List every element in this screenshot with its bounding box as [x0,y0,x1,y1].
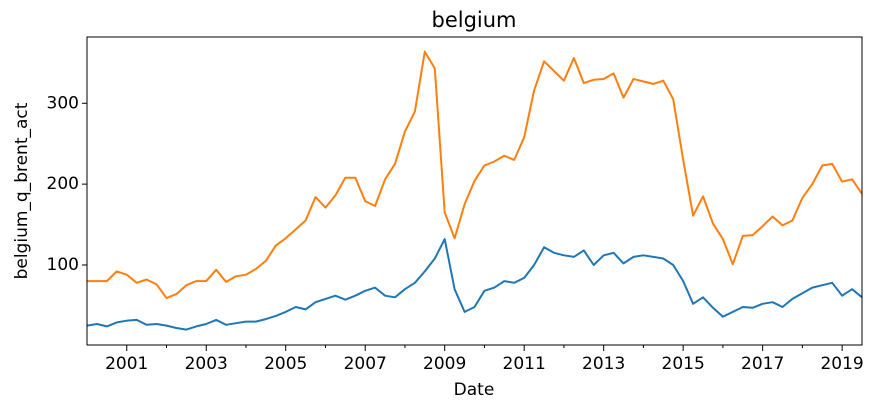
chart-title: belgium [431,8,516,32]
x-tick-label: 2003 [185,354,228,374]
line-series [86,238,863,331]
y-tick-label: 200 [47,174,79,194]
x-tick-label: 2005 [264,354,307,374]
line-series [87,50,863,300]
x-tick-label: 2011 [503,354,546,374]
x-tick-label: 2009 [423,354,466,374]
y-axis-label: belgium_q_brent_act [12,102,32,279]
x-tick-label: 2017 [741,354,784,374]
plot-frame [86,36,863,346]
x-tick-label: 2001 [105,354,148,374]
x-tick-label: 2013 [582,354,625,374]
x-tick-label: 2015 [662,354,705,374]
x-tick-label: 2007 [344,354,387,374]
x-axis-label: Date [454,380,495,400]
y-tick-label: 300 [47,93,79,113]
x-tick-label: 2019 [820,354,863,374]
y-tick-label: 100 [47,255,79,275]
